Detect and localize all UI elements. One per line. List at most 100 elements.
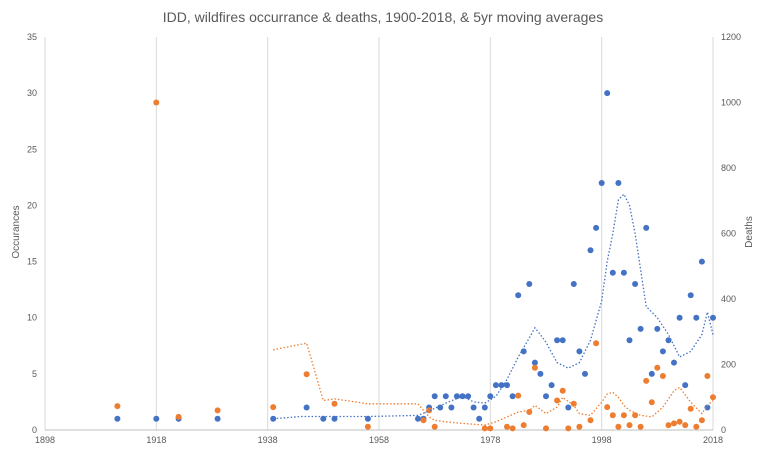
deaths-point <box>637 423 644 430</box>
y-right-tick-label: 200 <box>721 360 736 370</box>
deaths-point <box>648 399 655 406</box>
deaths-point <box>481 425 488 432</box>
deaths-point <box>570 400 577 407</box>
x-tick-label: 1978 <box>480 435 500 445</box>
deaths-point <box>509 425 516 432</box>
occurrences-point <box>676 314 683 321</box>
deaths-point <box>626 422 633 429</box>
occurrences-point <box>704 404 711 411</box>
occurrences-point <box>637 325 644 332</box>
occurrences-point <box>626 337 633 344</box>
occurrences-point <box>659 348 666 355</box>
gridlines <box>44 37 714 430</box>
deaths-point <box>214 407 221 414</box>
occurrences-point <box>331 415 338 422</box>
deaths-point <box>671 420 677 427</box>
deaths-point <box>665 422 672 429</box>
occurrences-point <box>453 393 460 400</box>
occurrences-point <box>643 224 650 231</box>
occurrences-point <box>587 247 594 254</box>
deaths-point <box>520 422 527 429</box>
occurrences-point <box>526 281 533 287</box>
deaths-point <box>710 394 716 401</box>
deaths-moving-average-line <box>273 342 714 426</box>
deaths-point <box>153 99 160 106</box>
occurrences-point <box>437 404 444 411</box>
occurrences-point <box>442 393 449 400</box>
deaths-point <box>431 423 438 430</box>
x-tick-label: 1898 <box>35 435 55 445</box>
occurrences-point <box>576 348 583 355</box>
occurrences-point <box>531 359 538 366</box>
occurrences-point <box>565 404 572 411</box>
occurrences-point <box>687 292 694 299</box>
occurrences-point <box>654 325 661 332</box>
occurrences-point <box>559 337 566 344</box>
occurrences-point <box>415 415 421 422</box>
occurrences-point <box>615 180 622 186</box>
occurrences-point <box>214 415 221 422</box>
occurrences-point <box>504 382 510 389</box>
series-layer <box>114 90 716 432</box>
deaths-point <box>704 373 711 379</box>
occurrences-point <box>604 90 611 97</box>
axes: 1898 1918 1938 1958 1978 1998 2018051015202530… <box>27 32 741 445</box>
deaths-point <box>526 409 533 415</box>
deaths-point <box>531 364 538 371</box>
occurrences-point <box>693 314 700 321</box>
occurrences-point <box>665 337 672 344</box>
deaths-point <box>364 423 371 430</box>
deaths-point <box>587 417 594 424</box>
deaths-point <box>682 422 689 429</box>
occurrences-point <box>648 370 655 377</box>
deaths-point <box>554 397 561 404</box>
occurrences-point <box>153 415 160 422</box>
deaths-point <box>576 423 583 430</box>
x-tick-label: 1918 <box>146 435 166 445</box>
occurrences-point <box>448 404 455 411</box>
deaths-point <box>543 425 549 432</box>
y-right-tick-label: 0 <box>721 425 726 435</box>
occurrences-point <box>498 382 505 389</box>
y-left-tick-label: 0 <box>32 425 37 435</box>
y-left-tick-label: 25 <box>27 144 37 154</box>
deaths-point <box>604 404 611 411</box>
y-right-tick-label: 1200 <box>721 32 741 42</box>
occurrences-point <box>682 382 689 389</box>
occurrences-point <box>554 337 561 344</box>
occurrences-point <box>632 281 639 287</box>
deaths-point <box>270 404 277 411</box>
occurrences-point <box>698 258 705 265</box>
occurrences-point <box>492 382 499 389</box>
y-right-tick-label: 400 <box>721 294 736 304</box>
deaths-point <box>620 412 627 419</box>
deaths-point <box>565 425 572 432</box>
deaths-point <box>331 400 338 407</box>
deaths-point <box>687 405 694 412</box>
y-left-tick-label: 5 <box>32 369 37 379</box>
occurrences-point <box>303 404 310 411</box>
y-right-tick-label: 1000 <box>721 98 741 108</box>
occurrences-point <box>487 393 494 400</box>
occurrences-point <box>598 180 605 186</box>
y-left-tick-label: 30 <box>27 88 37 98</box>
occurrences-point <box>593 224 600 231</box>
chart-title: IDD, wildfires occurrance & deaths, 1900… <box>163 9 603 25</box>
occurrences-point <box>470 404 477 411</box>
occurrences-point <box>582 370 588 377</box>
y-left-tick-label: 15 <box>27 257 37 267</box>
occurrences-point <box>320 415 327 422</box>
occurrences-point <box>609 269 616 276</box>
deaths-point <box>303 371 310 378</box>
x-tick-label: 1938 <box>258 435 278 445</box>
occurrences-point <box>431 393 438 400</box>
occurrences-point <box>509 393 516 400</box>
deaths-point <box>420 417 427 424</box>
deaths-point <box>593 340 600 347</box>
deaths-point <box>487 425 494 432</box>
y-axis-left-title: Occurances <box>11 205 22 258</box>
x-tick-label: 2018 <box>703 435 723 445</box>
occurrences-point <box>465 393 472 400</box>
occurrences-point <box>620 269 627 276</box>
occurrences-point <box>481 404 488 411</box>
